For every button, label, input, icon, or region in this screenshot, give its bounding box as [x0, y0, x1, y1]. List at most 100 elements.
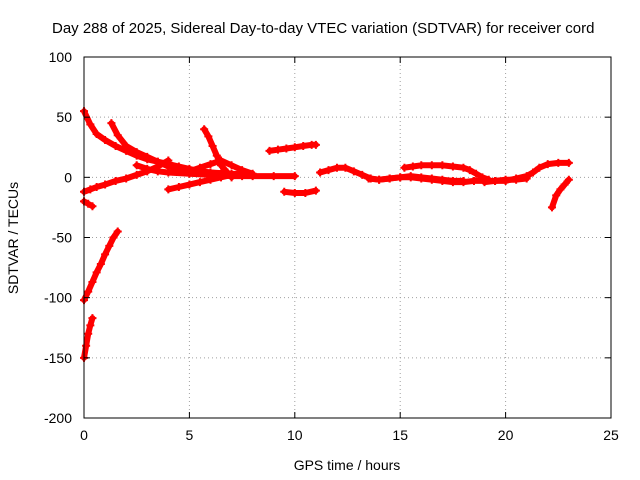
data-point: [206, 160, 215, 169]
data-point: [417, 161, 426, 170]
data-point: [164, 185, 173, 194]
data-point: [82, 341, 91, 350]
data-point: [92, 268, 101, 277]
data-point: [556, 185, 565, 194]
data-point: [84, 329, 93, 338]
data-point: [111, 176, 120, 185]
data-point: [301, 188, 310, 197]
y-tick-label: -150: [44, 350, 72, 366]
data-point: [132, 161, 141, 170]
data-point: [290, 172, 299, 181]
data-point: [299, 142, 308, 151]
data-point: [427, 161, 436, 170]
data-point: [341, 163, 350, 172]
chart-title: Day 288 of 2025, Sidereal Day-to-day VTE…: [52, 20, 594, 37]
data-point: [86, 185, 95, 194]
x-tick-label: 5: [186, 427, 194, 443]
y-tick-label: -200: [44, 410, 72, 426]
data-point: [143, 164, 152, 173]
data-point: [273, 145, 282, 154]
data-point: [316, 168, 325, 177]
data-point: [290, 143, 299, 152]
data-point: [358, 170, 367, 179]
data-point: [223, 168, 232, 177]
data-point: [459, 176, 468, 185]
data-point: [469, 176, 478, 185]
data-point: [529, 168, 538, 177]
data-point: [406, 172, 415, 181]
data-point: [109, 233, 118, 242]
data-point: [349, 167, 358, 176]
data-point: [459, 163, 468, 172]
data-point: [111, 142, 120, 151]
y-tick-label: -50: [52, 230, 72, 246]
data-point: [564, 175, 573, 184]
x-tick-label: 25: [603, 427, 619, 443]
data-point: [552, 191, 561, 200]
data-point: [238, 166, 247, 175]
data-track-10: [265, 140, 320, 155]
x-tick-label: 15: [392, 427, 408, 443]
data-point: [522, 172, 531, 181]
data-point: [217, 161, 226, 170]
data-point: [501, 176, 510, 185]
data-point: [164, 168, 173, 177]
data-point: [206, 175, 215, 184]
data-point: [543, 160, 552, 169]
data-point: [408, 162, 417, 171]
data-point: [290, 188, 299, 197]
data-track-1: [107, 119, 257, 179]
x-tick-label: 20: [498, 427, 514, 443]
data-point: [311, 140, 320, 149]
data-point: [132, 170, 141, 179]
y-tick-label: 0: [64, 169, 72, 185]
data-track-line: [481, 159, 572, 186]
data-point: [105, 241, 114, 250]
data-point: [280, 187, 289, 196]
data-track-4: [80, 227, 122, 305]
data-track-3: [80, 197, 97, 211]
y-tick-label: 100: [49, 49, 73, 65]
data-point: [185, 167, 194, 176]
data-point: [107, 119, 116, 128]
data-track-5: [80, 314, 97, 362]
data-track-line: [281, 187, 319, 196]
data-track-6: [132, 161, 299, 181]
data-point: [86, 120, 95, 129]
x-tick-label: 10: [287, 427, 303, 443]
data-track-line: [365, 173, 467, 184]
data-point: [265, 146, 274, 155]
data-point: [547, 203, 556, 212]
y-tick-label: 50: [56, 109, 72, 125]
data-point: [564, 158, 573, 167]
data-point: [88, 314, 97, 323]
data-point: [227, 161, 236, 170]
axis-ticks: 0 5 10 15 20 25 -200 -150 -100 -50 0 50 100: [44, 49, 619, 443]
data-track-9: [200, 125, 236, 182]
data-point: [364, 174, 373, 183]
data-point: [174, 182, 183, 191]
data-point: [448, 176, 457, 185]
data-point: [208, 142, 217, 151]
grid-lines: [84, 57, 611, 418]
data-point: [96, 259, 105, 268]
data-point: [101, 250, 110, 259]
data-point: [248, 169, 257, 178]
data-track-14: [364, 172, 468, 185]
data-point: [101, 180, 110, 189]
data-point: [480, 178, 489, 187]
data-point: [217, 173, 226, 182]
data-point: [554, 158, 563, 167]
data-point: [448, 162, 457, 171]
data-point: [512, 174, 521, 183]
data-point: [212, 151, 221, 160]
data-point: [101, 136, 110, 145]
data-point: [311, 186, 320, 195]
data-point: [227, 173, 236, 182]
data-point: [84, 287, 93, 296]
data-point: [143, 152, 152, 161]
data-point: [122, 174, 131, 183]
y-axis-label: SDTVAR / TECUs: [5, 182, 21, 294]
data-point: [132, 148, 141, 157]
